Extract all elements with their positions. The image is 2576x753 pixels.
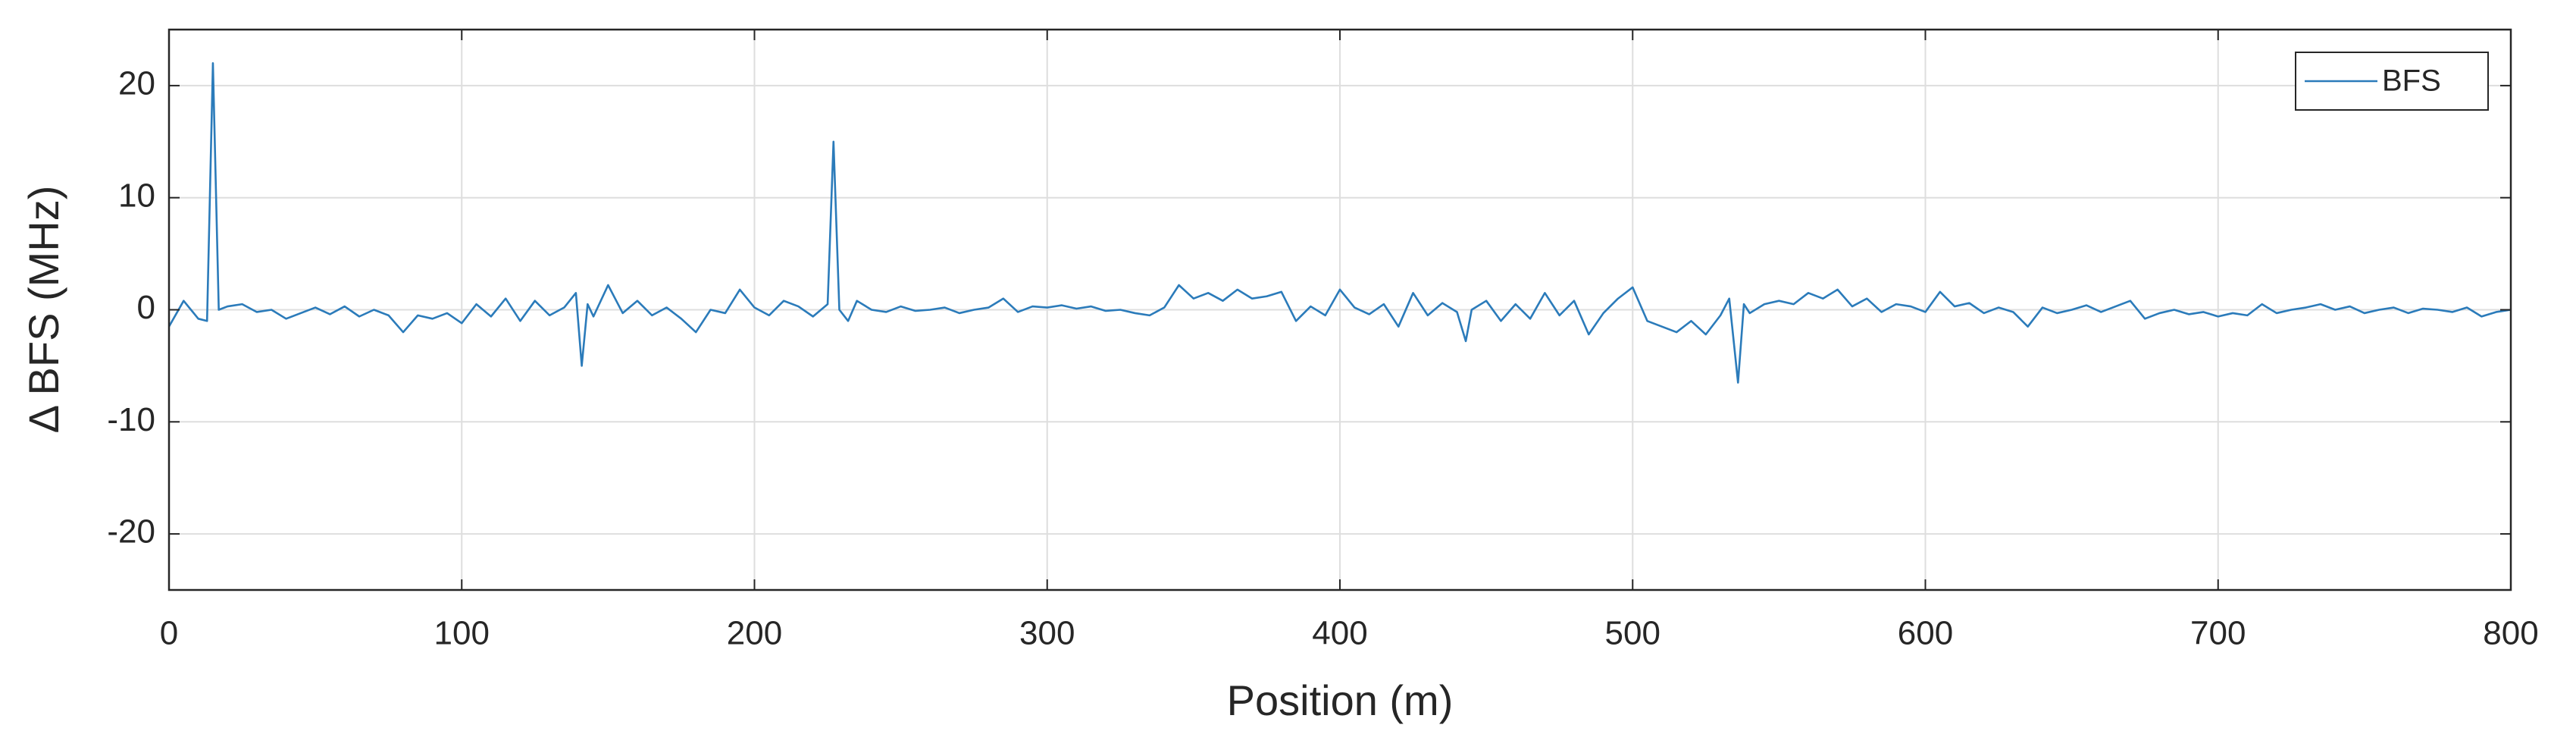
y-tick-label: -20 xyxy=(107,513,155,551)
data-line xyxy=(167,62,2512,384)
plot-area xyxy=(167,62,2512,384)
x-tick-label: 800 xyxy=(2483,615,2538,652)
x-tick-label: 200 xyxy=(727,615,782,652)
x-tick-label: 300 xyxy=(1019,615,1075,652)
y-tick-label: 0 xyxy=(137,289,155,326)
axes: 0 100 200 300 400 500 600 700 800 -20 -10 0 10 20 BFS xyxy=(107,28,2539,652)
x-axis-label: Position (m) xyxy=(1227,676,1454,724)
x-tick-label: 500 xyxy=(1605,615,1660,652)
legend-label: BFS xyxy=(2382,64,2441,98)
x-tick-label: 600 xyxy=(1898,615,1953,652)
axes-box xyxy=(167,28,2512,591)
x-tick-label: 0 xyxy=(160,615,178,652)
y-tick-label: 10 xyxy=(118,177,155,214)
legend: BFS xyxy=(2295,52,2489,111)
y-axis-label: Δ BFS (MHz) xyxy=(20,186,67,434)
x-tick-label: 700 xyxy=(2190,615,2246,652)
x-tick-label: 400 xyxy=(1312,615,1367,652)
x-tick-label: 100 xyxy=(434,615,490,652)
y-tick-label: 20 xyxy=(118,65,155,102)
y-tick-label: -10 xyxy=(107,401,155,438)
